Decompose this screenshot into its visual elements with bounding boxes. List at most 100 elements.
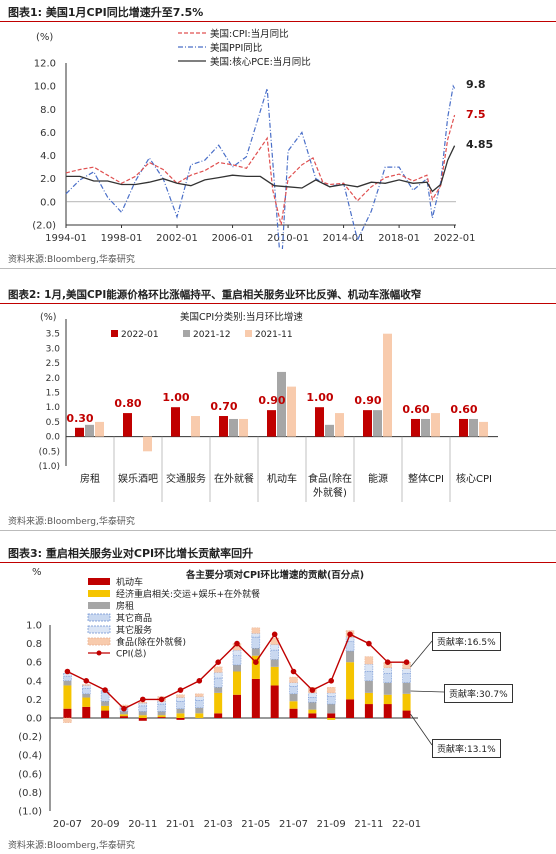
cpi-total-point	[253, 659, 259, 665]
bar-2022-01	[171, 407, 180, 437]
stack-segment-机动车	[138, 718, 147, 721]
series-line-dashed-red	[65, 114, 456, 226]
stack-segment-房租	[119, 711, 128, 715]
stack-segment-其它商品	[63, 675, 72, 682]
x-tick-label: 21-03	[204, 819, 233, 830]
data-label: 0.70	[210, 400, 237, 413]
x-tick-label: 21-05	[241, 819, 270, 830]
stack-segment-房租	[233, 664, 241, 672]
stack-segment-经济重启相关:交运+娱乐+在外就餐	[270, 666, 279, 686]
y-tick-label: 8.0	[40, 105, 56, 116]
y-tick-label: 12.0	[34, 59, 56, 70]
stack-segment-其它商品	[232, 655, 242, 666]
legend-label: 美国PPI同比	[210, 42, 262, 54]
stack-segment-其它服务	[270, 644, 279, 651]
cpi-total-point	[384, 659, 391, 665]
cpi-total-point	[215, 659, 221, 665]
legend-marker-cpi	[96, 650, 102, 656]
legend-swatch	[87, 625, 111, 634]
stack-segment-机动车	[327, 713, 336, 718]
legend-swatch	[87, 637, 111, 646]
stack-segment-经济重启相关:交运+娱乐+在外就餐	[176, 713, 185, 718]
stack-segment-机动车	[82, 706, 91, 718]
x-tick-label: 1994-01	[45, 233, 87, 244]
bar-2022-01	[315, 407, 324, 437]
stack-segment-机动车	[101, 710, 110, 718]
y-tick-label: 0.5	[46, 418, 60, 428]
cpi-total-point	[366, 640, 372, 647]
y-tick-label: 1.0	[46, 403, 61, 413]
stack-segment-其它服务	[138, 702, 148, 707]
stack-segment-经济重启相关:交运+娱乐+在外就餐	[157, 715, 166, 718]
stack-segment-机动车	[308, 713, 317, 718]
stack-segment-其它商品	[289, 686, 298, 695]
bar-2021-12	[469, 418, 478, 437]
stack-segment-其它服务	[176, 697, 185, 702]
panel-1-source: 资料来源:Bloomberg,华泰研究	[8, 255, 135, 265]
x-tick-label: 2006-01	[212, 233, 254, 244]
stack-segment-食品(除在外就餐)	[364, 656, 374, 665]
y-tick-label: (0.6)	[18, 769, 42, 780]
stack-segment-其它商品	[138, 705, 148, 712]
stack-segment-机动车	[289, 708, 298, 718]
series-line-dashdot-blue	[65, 84, 456, 249]
stack-segment-房租	[346, 651, 355, 663]
y-tick-label: (0.4)	[18, 751, 42, 762]
legend-label: 2021-12	[193, 330, 231, 340]
cpi-total-point	[83, 678, 90, 684]
stack-segment-房租	[157, 711, 166, 716]
bar-2022-01	[219, 416, 228, 437]
stack-segment-其它商品	[383, 673, 392, 683]
bar-2022-01	[75, 427, 84, 437]
x-tick-label: 21-09	[317, 819, 346, 830]
panel-3-top-rule	[0, 562, 556, 563]
y-tick-label: 1.5	[46, 389, 60, 399]
stack-segment-其它商品	[326, 696, 336, 705]
stack-segment-其它服务	[82, 685, 91, 689]
panel-2-top-rule	[0, 303, 556, 304]
stack-segment-经济重启相关:交运+娱乐+在外就餐	[119, 714, 128, 717]
stack-segment-其它商品	[308, 697, 317, 703]
cpi-contribution-stacked-chart: % 各主要分项对CPI环比增速的贡献(百分点) 1.0 0.8 0.6 0.4 0.2 0.0…	[18, 567, 445, 830]
cpi-mom-category-bar-chart: (%) 3.5 3.0 2.5 2.0 1.5 1.0 0.5 0.0 (0.5) (1.0) 美国C…	[39, 311, 498, 502]
x-tick-label: 2010-01	[267, 233, 309, 244]
y-tick-label: 0.2	[26, 695, 42, 706]
stack-segment-食品(除在外就餐)	[138, 701, 148, 704]
bar-2022-01	[123, 413, 132, 437]
y-tick-label: (2.0)	[32, 221, 56, 232]
legend-swatch	[87, 613, 111, 622]
stack-segment-其它商品	[157, 703, 166, 712]
bar-2021-11	[479, 421, 488, 437]
stack-segment-其它服务	[402, 668, 411, 674]
stack-segment-房租	[327, 704, 336, 714]
stack-segment-房租	[101, 701, 110, 706]
stack-segment-其它商品	[176, 701, 185, 709]
stack-segment-其它服务	[364, 663, 374, 672]
cpi-total-point	[64, 668, 71, 675]
panel-1-title: 图表1: 美国1月CPI同比增速升至7.5%	[8, 6, 204, 19]
end-value-label: 7.5	[466, 108, 486, 121]
bar-2021-12	[229, 418, 238, 437]
stack-segment-经济重启相关:交运+娱乐+在外就餐	[364, 692, 373, 705]
x-category-label: 房租	[80, 472, 100, 485]
x-tick-label: 1998-01	[101, 233, 143, 244]
x-tick-label: 20-09	[91, 819, 120, 830]
stack-segment-房租	[270, 659, 279, 667]
x-category-label: 交通服务	[166, 472, 206, 485]
chart-title: 各主要分项对CPI环比增速的贡献(百分点)	[185, 569, 364, 581]
contribution-rate-callout-2: 贡献率:30.7%	[444, 684, 513, 703]
data-label: 0.80	[114, 397, 141, 410]
callout-pointer	[410, 714, 433, 746]
cpi-total-point	[158, 696, 165, 703]
legend-swatch	[88, 590, 110, 597]
stack-segment-其它商品	[82, 687, 91, 695]
bar-2021-11	[335, 413, 344, 437]
stack-segment-机动车	[402, 710, 411, 718]
y-tick-label: 6.0	[40, 128, 56, 139]
stack-segment-其它服务	[289, 682, 298, 687]
stack-segment-房租	[251, 648, 260, 656]
bar-2021-11	[191, 416, 200, 437]
y-tick-label: 3.0	[46, 344, 61, 354]
y-tick-label: 0.0	[26, 714, 42, 725]
cpi-total-point	[347, 631, 353, 638]
